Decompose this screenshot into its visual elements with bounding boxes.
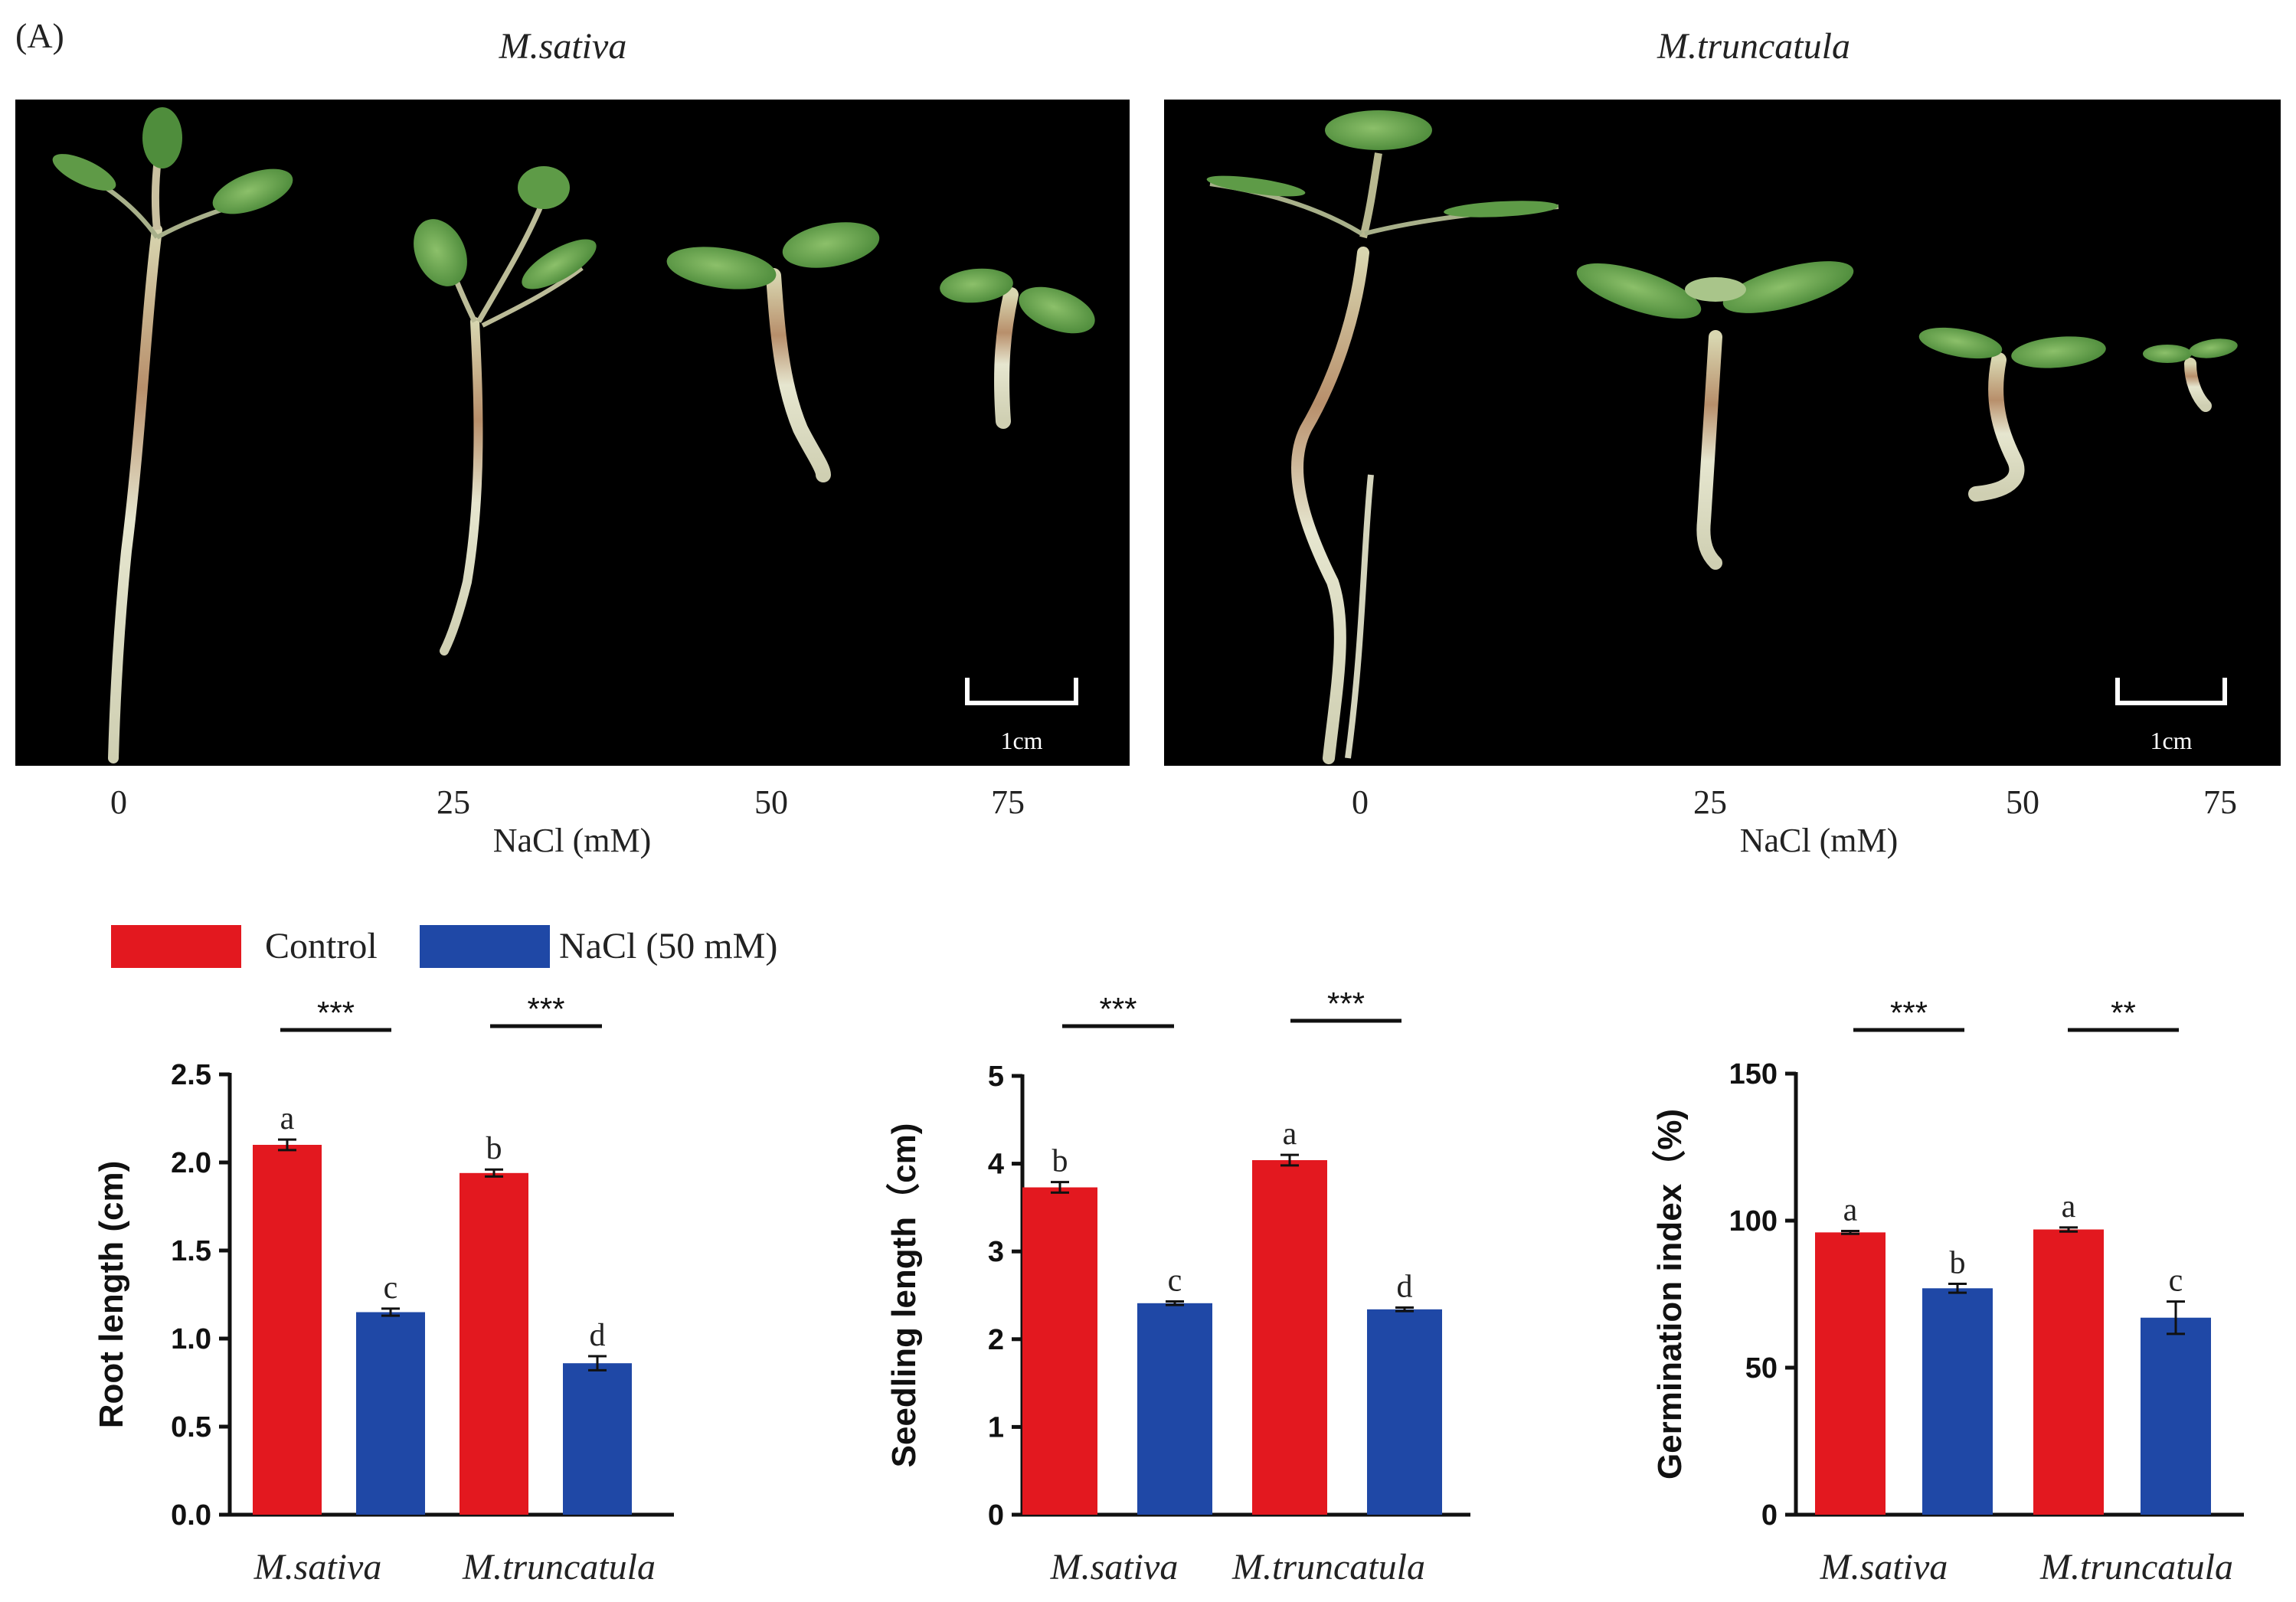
seedling-illustration [1576,261,1854,570]
legend-swatch-nacl [420,925,550,968]
seedling-illustration [52,107,293,763]
y-tick-label: 0 [1761,1499,1778,1532]
seedling-illustration [2143,338,2238,412]
chart-seedling-length: 0 1 2 3 4 5 Seedling length（cm) b c a d M.sativa M.t… [885,986,1470,1587]
photo-right-tick: 25 [1693,783,1727,821]
bar [460,1172,528,1515]
scale-bar-label: 1cm [2150,727,2192,754]
y-axis-label: Root length (cm) [93,1161,130,1429]
seedling-illustration [666,222,880,482]
significance-letter: a [2062,1189,2076,1224]
y-tick-label: 1.5 [171,1235,211,1267]
significance-letter: c [1168,1264,1182,1299]
photo-left-tick: 0 [110,783,127,821]
category-label: M.truncatula [462,1547,656,1587]
panel-a-label: (A) [15,16,64,55]
significance-stars: *** [317,995,355,1031]
y-tick-label: 1 [988,1411,1004,1443]
photo-left-tick: 75 [991,783,1025,821]
photo-right-tick: 50 [2006,783,2039,821]
bar [356,1312,425,1515]
photo-right-background [1164,100,2281,766]
legend-label-nacl: NaCl (50 mM) [559,926,777,966]
y-tick-label: 2 [988,1324,1004,1356]
y-tick-label: 5 [988,1061,1004,1093]
photo-right-tick: 0 [1352,783,1369,821]
photo-right-mtruncatula: 1cm [1164,100,2281,766]
significance-letter: a [1283,1116,1297,1152]
significance-letter: a [280,1101,295,1136]
significance-stars: ** [2111,995,2136,1031]
bar [1137,1303,1212,1515]
y-tick-label: 3 [988,1236,1004,1268]
y-tick-label: 4 [988,1149,1004,1181]
bar [1922,1288,1993,1515]
y-tick-label: 2.0 [171,1147,211,1179]
bar [1367,1309,1442,1515]
photo-left-background [15,100,1130,766]
y-tick-label: 0.5 [171,1411,211,1443]
significance-letter: b [1052,1144,1068,1179]
category-label: M.sativa [1820,1547,1948,1587]
significance-letter: b [1950,1246,1966,1281]
bar [563,1363,632,1515]
legend: Control NaCl (50 mM) [111,925,777,968]
bar [1252,1160,1327,1515]
seedling-illustration [1918,327,2106,502]
y-tick-label: 50 [1745,1352,1778,1385]
legend-swatch-control [111,925,241,968]
legend-label-control: Control [265,926,378,966]
photo-left-tick: 50 [754,783,788,821]
y-tick-label: 2.5 [171,1059,211,1091]
significance-stars: *** [1327,986,1365,1022]
scale-bar-label: 1cm [1000,727,1042,754]
significance-letter: c [384,1270,398,1306]
y-tick-label: 1.0 [171,1323,211,1355]
y-tick-label: 0 [988,1499,1004,1532]
scale-bar-left: 1cm [965,678,1078,754]
seedling-illustration [414,166,597,656]
y-tick-label: 0.0 [171,1499,211,1532]
photo-right-xlabel: NaCl (mM) [1740,822,1899,859]
significance-letter: d [1397,1270,1413,1305]
category-label: M.truncatula [2039,1547,2233,1587]
photo-right-tick: 75 [2203,783,2237,821]
category-label: M.sativa [253,1547,382,1587]
significance-letter: a [1843,1192,1858,1228]
category-label: M.sativa [1050,1547,1179,1587]
seedling-illustration [1206,110,1559,764]
significance-letter: c [2169,1264,2183,1299]
chart-germination-index: 0 50 100 150 Germination index（%) a b a c M.sativ… [1651,995,2244,1587]
chart-root-length: 0.0 0.5 1.0 1.5 2.0 2.5 Root length (cm) a c b d M.… [93,991,674,1587]
photo-left-xlabel: NaCl (mM) [493,822,652,859]
bar [1022,1187,1097,1515]
seedling-illustration [940,268,1095,429]
bar [2033,1229,2104,1515]
photo-left-tick: 25 [437,783,470,821]
scale-bar-right: 1cm [2115,678,2227,754]
bar [1815,1232,1886,1515]
bar [253,1145,322,1515]
bar [2141,1317,2211,1515]
y-tick-label: 100 [1729,1205,1778,1237]
significance-stars: *** [1099,991,1137,1027]
category-label: M.truncatula [1231,1547,1425,1587]
significance-stars: *** [1890,995,1928,1031]
significance-stars: *** [527,991,564,1027]
photo-right-species: M.truncatula [1657,26,1850,67]
y-axis-label: Germination index（%) [1651,1109,1689,1479]
y-axis-label: Seedling length（cm) [885,1123,923,1468]
y-tick-label: 150 [1729,1058,1778,1090]
significance-letter: b [486,1131,502,1166]
photo-left-species: M.sativa [499,26,627,67]
significance-letter: d [590,1318,606,1353]
photo-left-msativa: 1cm [15,100,1130,766]
